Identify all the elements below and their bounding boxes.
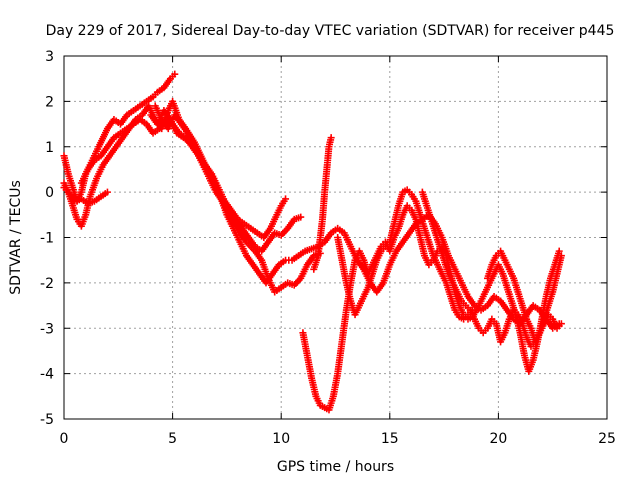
chart-title: Day 229 of 2017, Sidereal Day-to-day VTE… [46,23,615,39]
data-point [555,247,563,255]
data-point [282,195,290,203]
data-point [171,70,179,78]
y-axis-label: SDTVAR / TECUs [8,180,24,295]
x-tick-label: 15 [381,431,399,447]
ticks [63,55,608,420]
y-tick-label: -2 [40,276,54,292]
x-axis-label: GPS time / hours [277,459,394,475]
data-point [103,188,111,196]
series-track-3 [60,184,111,207]
series-track-6 [151,102,563,332]
y-tick-label: -1 [40,231,54,247]
x-tick-label: 20 [489,431,507,447]
x-tick-label: 0 [60,431,69,447]
x-tick-label: 25 [598,431,616,447]
data-point [327,134,335,142]
data-point [297,213,305,221]
x-tick-label: 5 [168,431,177,447]
data-point [557,320,565,328]
y-tick-label: -4 [40,367,54,383]
series-track-10 [418,188,565,350]
y-tick-label: 0 [45,185,54,201]
series-track-8 [310,134,335,273]
y-tick-label: 1 [45,140,54,156]
data-point [557,252,565,260]
series-track-11 [484,247,565,346]
y-tick-label: 3 [45,49,54,65]
tick-labels: 0 5 10 15 20 25 -5 -4 -3 -2 -1 0 1 2 3 [40,49,616,447]
y-tick-label: 2 [45,94,54,110]
y-tick-label: -3 [40,321,54,337]
data-marks [60,70,565,414]
y-tick-label: -5 [40,412,54,428]
x-tick-label: 10 [272,431,290,447]
